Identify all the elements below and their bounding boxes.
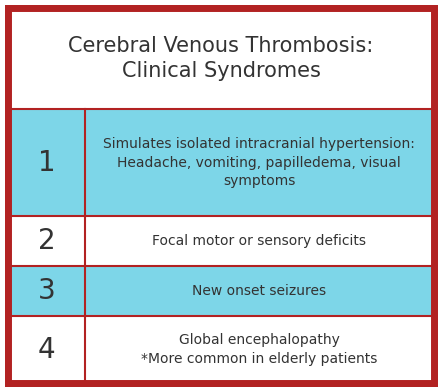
Bar — [8, 109, 85, 216]
Text: Cerebral Venous Thrombosis:
Clinical Syndromes: Cerebral Venous Thrombosis: Clinical Syn… — [69, 36, 373, 81]
Text: 2: 2 — [38, 227, 55, 255]
Bar — [8, 316, 85, 383]
Text: Focal motor or sensory deficits: Focal motor or sensory deficits — [152, 234, 366, 248]
Text: Simulates isolated intracranial hypertension:
Headache, vomiting, papilledema, v: Simulates isolated intracranial hyperten… — [103, 137, 415, 188]
Text: New onset seizures: New onset seizures — [192, 284, 326, 298]
Text: 1: 1 — [38, 149, 55, 177]
Bar — [8, 8, 434, 109]
Bar — [8, 216, 85, 266]
Bar — [85, 316, 434, 383]
Bar — [85, 266, 434, 316]
Text: Global encephalopathy
*More common in elderly patients: Global encephalopathy *More common in el… — [141, 334, 377, 366]
Text: 4: 4 — [38, 335, 55, 364]
Bar — [8, 266, 85, 316]
Bar — [85, 216, 434, 266]
Bar — [85, 109, 434, 216]
Text: 3: 3 — [38, 277, 55, 305]
